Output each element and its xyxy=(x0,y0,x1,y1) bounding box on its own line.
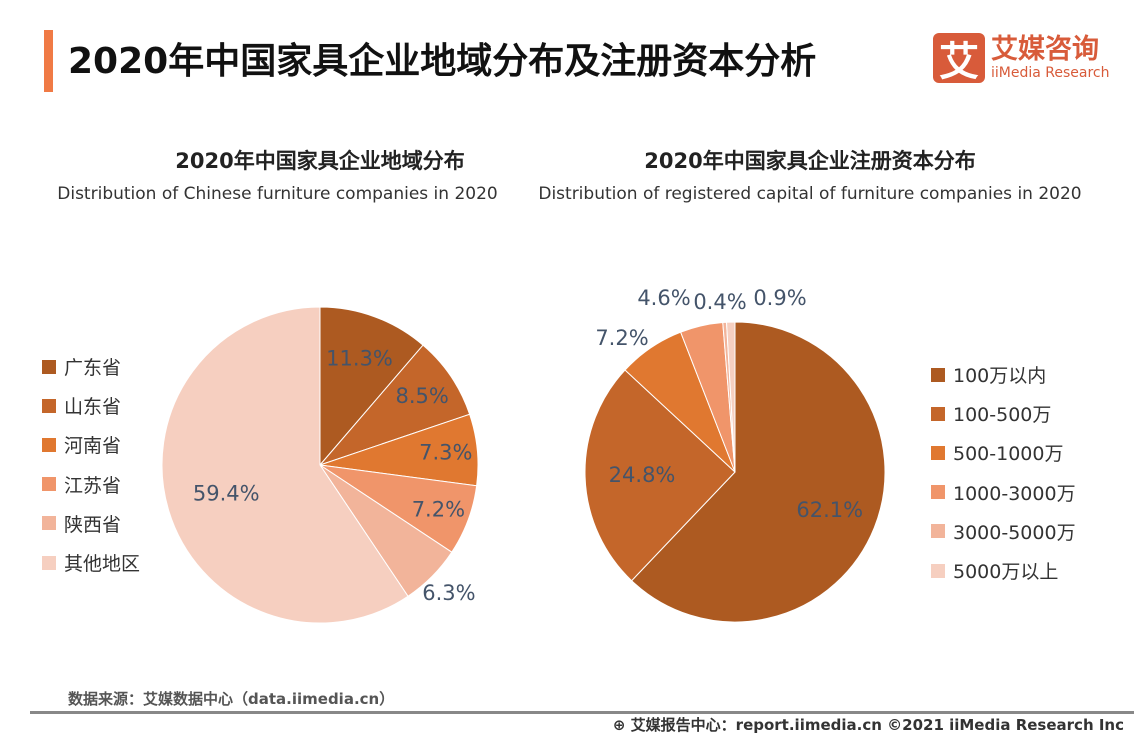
legend-item: 3000-5000万 xyxy=(931,512,1076,551)
title-accent-bar xyxy=(44,30,53,92)
legend-label: 1000-3000万 xyxy=(953,482,1076,505)
data-label: 4.6% xyxy=(637,286,690,310)
footer-divider xyxy=(30,711,1134,714)
legend-label: 其他地区 xyxy=(64,553,141,576)
data-label: 62.1% xyxy=(796,498,863,522)
globe-icon: ⊕ xyxy=(612,716,631,734)
chart2-legend: 100万以内 100-500万 500-1000万 1000-3000万 3000-50… xyxy=(931,355,1076,590)
legend-swatch xyxy=(931,445,945,460)
legend-swatch xyxy=(931,367,945,382)
data-label: 8.5% xyxy=(395,384,448,408)
data-label: 0.9% xyxy=(753,286,806,310)
legend-item: 其他地区 xyxy=(42,543,140,582)
legend-swatch xyxy=(42,398,56,413)
legend-swatch xyxy=(42,359,56,374)
pie-slice xyxy=(319,306,424,467)
legend-label: 500-1000万 xyxy=(953,443,1064,466)
legend-item: 河南省 xyxy=(42,425,140,464)
chart1-legend: 广东省山东省河南省江苏省陕西省其他地区 xyxy=(42,347,140,582)
pie-slice xyxy=(318,344,471,467)
legend-swatch xyxy=(931,485,945,500)
legend-label: 5000万以上 xyxy=(953,561,1059,584)
legend-label: 广东省 xyxy=(64,357,122,380)
chart2-title: 2020年中国家具企业注册资本分布 xyxy=(644,149,976,173)
pie-slice xyxy=(630,321,886,623)
legend-swatch xyxy=(42,437,56,452)
legend-label: 100万以内 xyxy=(953,365,1047,388)
data-label: 7.3% xyxy=(419,441,472,465)
pie-slice xyxy=(584,369,736,582)
legend-item: 江苏省 xyxy=(42,465,140,504)
legend-label: 3000-5000万 xyxy=(953,521,1076,544)
data-source: 数据来源：艾媒数据中心（data.iimedia.cn） xyxy=(68,690,395,708)
legend-label: 河南省 xyxy=(64,435,122,458)
chart2-subtitle: Distribution of registered capital of fu… xyxy=(538,184,1082,204)
logo-en: iiMedia Research xyxy=(991,65,1110,81)
chart1-subtitle: Distribution of Chinese furniture compan… xyxy=(57,184,498,204)
legend-item: 陕西省 xyxy=(42,504,140,543)
pie-slice xyxy=(725,321,736,473)
logo: 艾 艾媒咨询 iiMedia Research xyxy=(933,33,1110,85)
pie-slice xyxy=(161,306,409,624)
legend-swatch xyxy=(931,563,945,578)
legend-item: 500-1000万 xyxy=(931,433,1076,472)
logo-cn: 艾媒咨询 xyxy=(991,34,1099,65)
legend-item: 5000万以上 xyxy=(931,551,1076,590)
data-label: 7.2% xyxy=(412,497,465,521)
logo-mark: 艾 xyxy=(933,33,985,85)
footer-text: ⊕ 艾媒报告中心：report.iimedia.cn ©2021 iiMedia… xyxy=(613,714,1124,735)
legend-label: 100-500万 xyxy=(953,404,1052,427)
legend-swatch xyxy=(42,555,56,570)
legend-item: 100-500万 xyxy=(931,394,1076,433)
page-title: 2020年中国家具企业地域分布及注册资本分析 xyxy=(68,41,817,82)
legend-swatch xyxy=(931,524,945,539)
data-label: 6.3% xyxy=(422,581,475,605)
legend-item: 广东省 xyxy=(42,347,140,386)
legend-item: 1000-3000万 xyxy=(931,473,1076,512)
legend-swatch xyxy=(42,516,56,531)
chart1-title: 2020年中国家具企业地域分布 xyxy=(175,149,465,173)
legend-swatch xyxy=(931,406,945,421)
legend-label: 陕西省 xyxy=(64,513,122,536)
footer-label: 艾媒报告中心：report.iimedia.cn ©2021 iiMedia R… xyxy=(630,716,1124,734)
data-label: 24.8% xyxy=(609,463,676,487)
legend-label: 山东省 xyxy=(64,396,122,419)
legend-item: 山东省 xyxy=(42,386,140,425)
data-label: 0.4% xyxy=(693,290,746,314)
legend-item: 100万以内 xyxy=(931,355,1076,394)
data-label: 59.4% xyxy=(193,482,260,506)
legend-label: 江苏省 xyxy=(64,474,122,497)
data-label: 11.3% xyxy=(326,346,393,370)
data-label: 7.2% xyxy=(595,326,648,350)
legend-swatch xyxy=(42,477,56,492)
